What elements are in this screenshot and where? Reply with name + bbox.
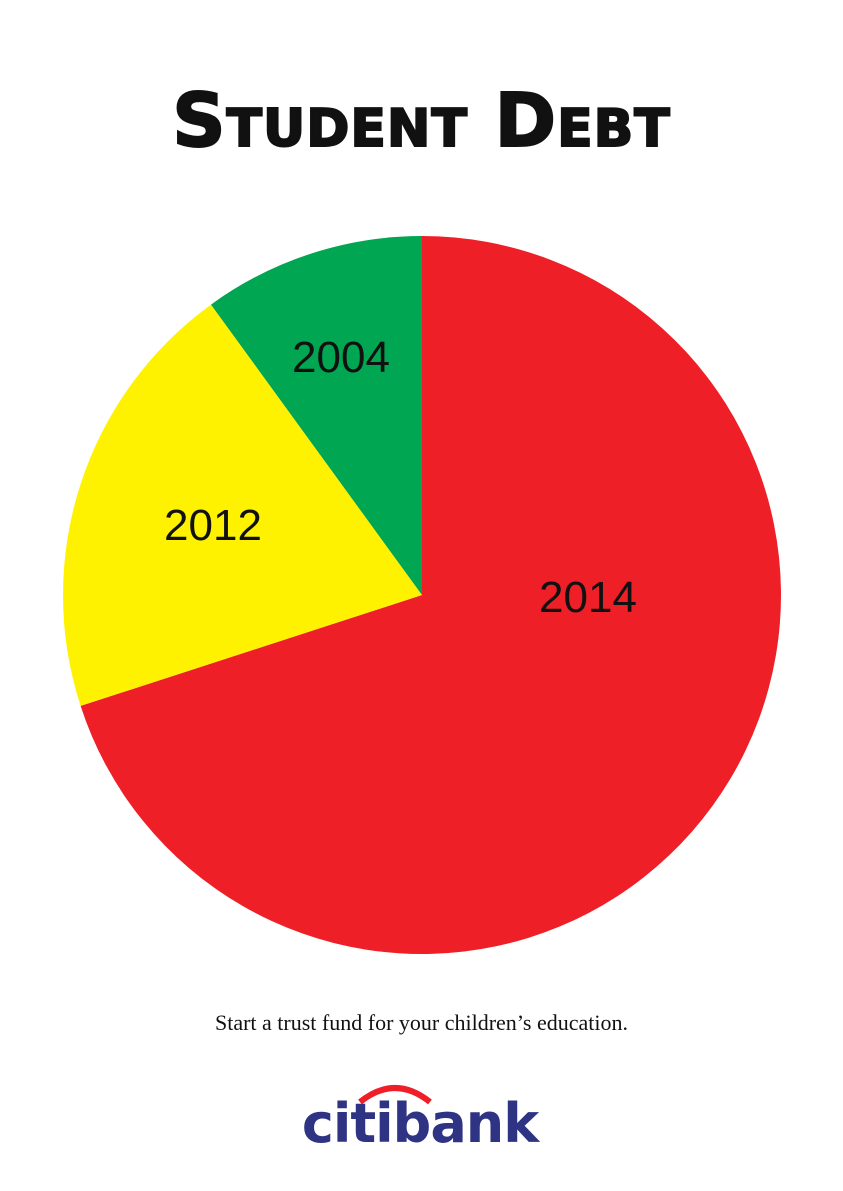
citibank-logo: citibank (302, 1085, 540, 1150)
slice-label-2004: 2004 (292, 333, 390, 382)
slice-label-2012: 2012 (164, 501, 262, 550)
slice-label-2014: 2014 (539, 573, 637, 622)
chart-title: Student Debt (171, 77, 671, 165)
tagline: Start a trust fund for your children’s e… (214, 1010, 628, 1035)
logo-arc (358, 1085, 432, 1105)
pie-slice-2014 (80, 236, 781, 954)
pie-slice-2004 (210, 236, 422, 595)
logo-text: citibank (302, 1092, 540, 1150)
pie-slice-2012 (63, 304, 423, 706)
